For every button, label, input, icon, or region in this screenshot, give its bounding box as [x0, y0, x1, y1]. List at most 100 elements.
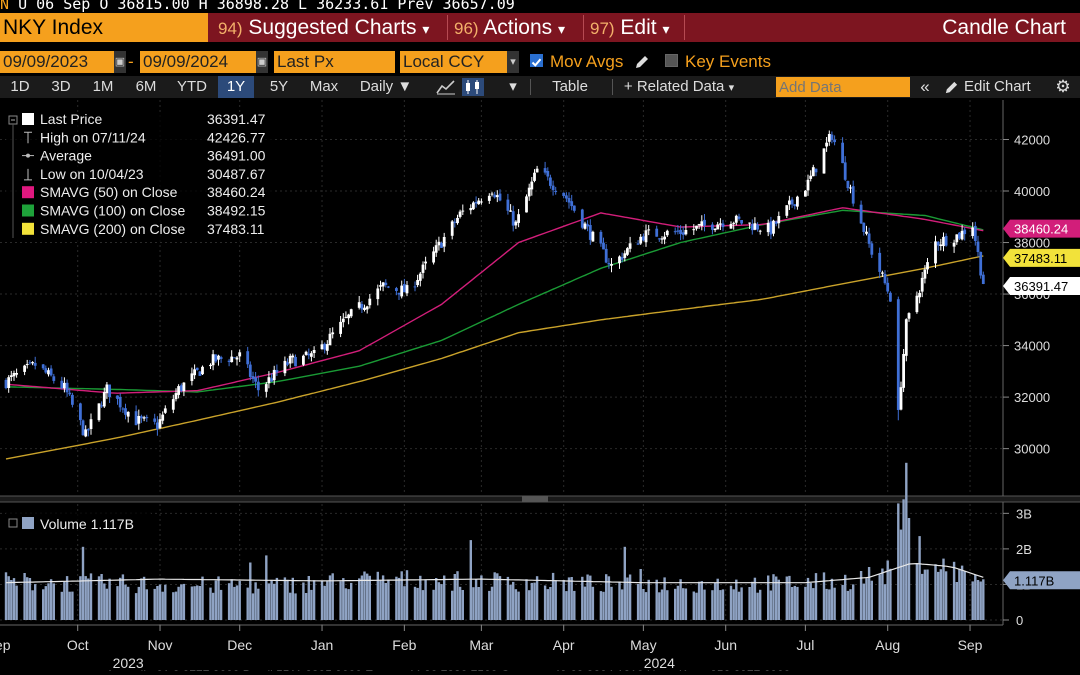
- candle-body: [681, 232, 685, 235]
- gear-icon[interactable]: ⚙: [1055, 77, 1071, 96]
- candle-chart-icon[interactable]: [462, 78, 484, 96]
- edit-num: 97): [590, 19, 615, 38]
- volume-bar: [841, 584, 844, 620]
- volume-bar: [190, 586, 194, 620]
- caret-icon: ▾: [422, 21, 430, 37]
- edit-menu[interactable]: 97) Edit ▾: [590, 13, 669, 42]
- table-button[interactable]: Table: [552, 78, 588, 95]
- candle-body: [859, 204, 863, 224]
- add-data-input[interactable]: [776, 77, 906, 97]
- field-select[interactable]: Last Px: [274, 51, 395, 73]
- volume-bar: [703, 589, 706, 620]
- period-button-1m[interactable]: 1M: [92, 78, 114, 95]
- collapse-double-chevron-icon[interactable]: «: [920, 77, 930, 96]
- volume-bar: [238, 580, 241, 620]
- period-button-5y[interactable]: 5Y: [269, 78, 289, 95]
- legend-value: 37483.11: [207, 221, 265, 237]
- price-tick-label: 38000: [1014, 236, 1050, 251]
- candle-body: [530, 181, 534, 190]
- frequency-select[interactable]: Daily ▼: [352, 76, 420, 98]
- candle-body: [174, 393, 178, 400]
- candle-body: [458, 211, 462, 217]
- candle-body: [302, 355, 305, 365]
- period-button-1y[interactable]: 1Y: [218, 76, 254, 98]
- volume-bar: [302, 582, 305, 620]
- actions-menu[interactable]: 96) Actions ▾: [454, 13, 565, 42]
- line-chart-icon[interactable]: [436, 79, 456, 95]
- candle-body: [214, 354, 218, 362]
- legend-value: 36391.47: [207, 111, 266, 127]
- add-data-field[interactable]: [776, 77, 910, 97]
- candle-body: [344, 316, 348, 318]
- chevron-down-icon[interactable]: ▾: [507, 51, 519, 73]
- volume-bar: [979, 581, 982, 620]
- volume-bar: [865, 578, 868, 620]
- volume-bar: [960, 565, 964, 620]
- candle-body: [28, 362, 32, 364]
- period-button-6m[interactable]: 6M: [135, 78, 157, 95]
- key-events-checkbox[interactable]: [665, 54, 678, 67]
- suggested-charts-menu[interactable]: 94) Suggested Charts ▾: [218, 13, 429, 42]
- volume-bar: [230, 579, 233, 620]
- candle-body: [450, 221, 454, 236]
- candle-body: [756, 224, 759, 230]
- candle-body: [15, 373, 18, 375]
- candle-body: [108, 384, 111, 398]
- period-button-ytd[interactable]: YTD: [177, 78, 207, 95]
- volume-bar: [416, 587, 419, 620]
- start-date-input[interactable]: 09/09/2023 ▣: [0, 51, 126, 73]
- edit-chart-button[interactable]: Edit Chart: [964, 78, 1031, 95]
- related-data-menu[interactable]: + Related Data ▾: [618, 76, 740, 98]
- volume-bar: [211, 592, 215, 620]
- volume-bar: [4, 572, 8, 620]
- candle-body: [12, 373, 16, 377]
- candle-body: [920, 277, 924, 292]
- currency-select[interactable]: Local CCY ▾: [400, 51, 519, 73]
- calendar-icon[interactable]: ▣: [256, 51, 268, 73]
- volume-bar: [432, 589, 435, 620]
- pencil-icon[interactable]: [634, 54, 650, 70]
- chevron-down-icon[interactable]: ▾: [509, 78, 517, 95]
- volume-bar: [642, 589, 645, 620]
- time-tick-label: Oct: [67, 637, 89, 653]
- volume-bar: [286, 579, 289, 620]
- candle-body: [331, 332, 335, 335]
- period-button-3d[interactable]: 3D: [51, 78, 71, 95]
- volume-bar: [28, 578, 32, 620]
- candle-body: [886, 282, 890, 292]
- volume-bar: [878, 574, 881, 620]
- volume-bar: [525, 579, 528, 620]
- candle-body: [684, 230, 688, 235]
- volume-legend-swatch: [22, 517, 34, 529]
- volume-bar: [453, 574, 456, 620]
- volume-bar: [528, 590, 531, 620]
- candle-body: [588, 225, 592, 240]
- volume-bar: [347, 589, 350, 620]
- volume-bar: [275, 577, 279, 620]
- candle-body: [790, 199, 794, 205]
- candle-body: [958, 232, 961, 239]
- candle-body: [750, 224, 754, 231]
- volume-bar: [697, 581, 701, 620]
- pencil-icon[interactable]: [944, 80, 959, 95]
- period-button-1d[interactable]: 1D: [10, 78, 30, 95]
- mov-avgs-checkbox[interactable]: [530, 54, 543, 67]
- candle-body: [973, 225, 977, 241]
- volume-bar: [806, 577, 810, 620]
- volume-bar: [196, 585, 199, 620]
- frequency-label: Daily: [359, 78, 394, 95]
- calendar-icon[interactable]: ▣: [114, 51, 126, 73]
- candle-chart[interactable]: 3000032000340003600038000400004200001B2B…: [0, 100, 1080, 671]
- candle-body: [591, 231, 595, 242]
- candle-body: [100, 405, 103, 407]
- volume-bar: [937, 571, 940, 620]
- candle-body: [607, 263, 611, 265]
- volume-bar: [830, 578, 834, 620]
- currency-value: Local CCY: [403, 52, 485, 71]
- volume-bar: [395, 576, 398, 620]
- candle-body: [328, 333, 332, 346]
- security-field[interactable]: NKY Index: [0, 13, 208, 42]
- end-date-input[interactable]: 09/09/2024 ▣: [140, 51, 268, 73]
- volume-bar: [679, 579, 682, 620]
- period-button-max[interactable]: Max: [309, 78, 339, 95]
